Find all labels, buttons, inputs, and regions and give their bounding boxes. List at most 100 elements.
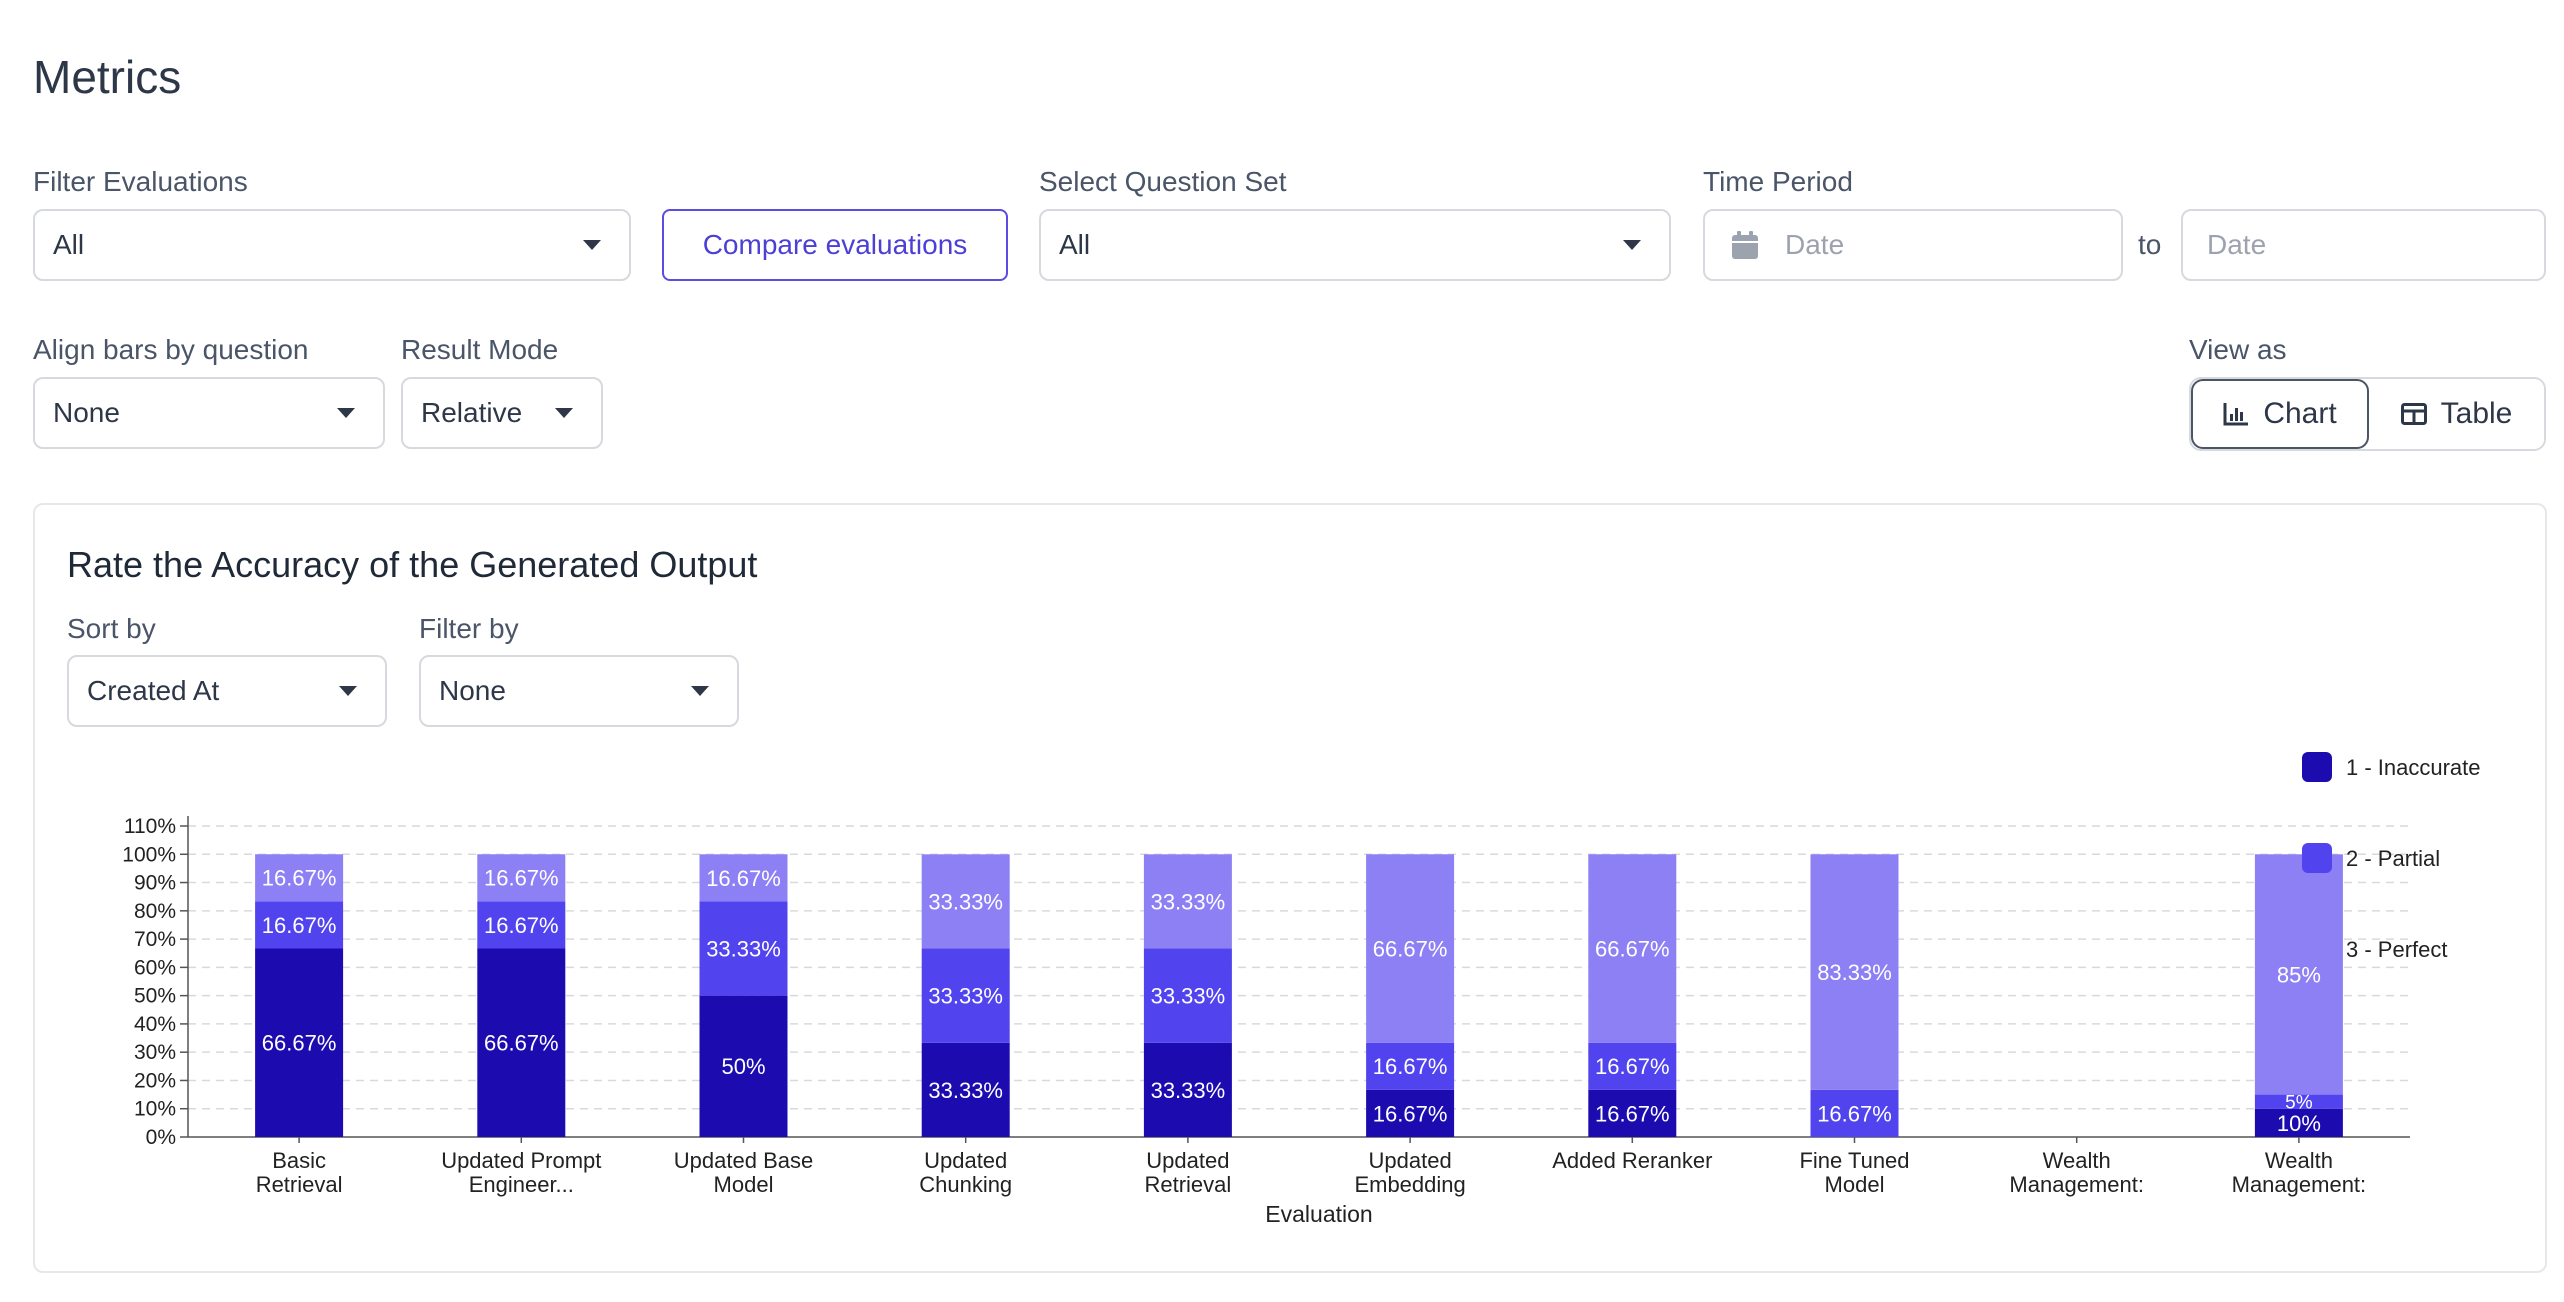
x-tick-label: Fine Tuned	[1799, 1148, 1909, 1173]
caret-down-icon	[337, 408, 355, 418]
bar-segment	[1810, 1089, 1899, 1137]
x-tick-label: Added Reranker	[1552, 1148, 1712, 1173]
filter-by-label: Filter by	[419, 613, 519, 644]
bar-segment	[1143, 854, 1232, 949]
bar-data-label: 16.67%	[1373, 1101, 1448, 1126]
x-tick-label: Wealth	[2043, 1148, 2111, 1173]
bar-data-label: 33.33%	[1151, 984, 1226, 1009]
caret-down-icon	[339, 686, 357, 696]
x-tick-label: Engineer...	[469, 1172, 574, 1197]
table-view-button[interactable]: Table	[2369, 379, 2544, 449]
question-set-label: Select Question Set	[1039, 166, 1287, 197]
x-tick-label: Management:	[2009, 1172, 2144, 1197]
bar-data-label: 33.33%	[1151, 1078, 1226, 1103]
bar-data-label: 33.33%	[1151, 889, 1226, 914]
x-tick-label: Updated	[924, 1148, 1007, 1173]
filter-evaluations-select[interactable]: All	[33, 209, 631, 281]
legend-swatch	[2302, 843, 2332, 873]
filter-by-select[interactable]: None	[419, 655, 739, 727]
x-tick-label: Chunking	[919, 1172, 1012, 1197]
bar-segment	[2254, 1108, 2343, 1137]
accuracy-chart-card	[33, 503, 2547, 1273]
bar-data-label: 83.33%	[1817, 960, 1892, 985]
bar-data-label: 16.67%	[1595, 1101, 1670, 1126]
view-as-toggle: Chart Table	[2189, 377, 2546, 451]
align-bars-label: Align bars by question	[33, 334, 309, 365]
legend-label: 3 - Perfect	[2346, 937, 2447, 962]
date-range-separator: to	[2138, 229, 2162, 260]
bar-segment	[699, 901, 788, 996]
x-tick-label: Updated	[1369, 1148, 1452, 1173]
bar-segment	[699, 854, 788, 902]
x-tick-label: Updated	[1146, 1148, 1229, 1173]
bar-segment	[921, 854, 1010, 949]
card-title: Rate the Accuracy of the Generated Outpu…	[67, 544, 758, 585]
filter-by-value: None	[439, 675, 506, 706]
legend-swatch	[2302, 934, 2332, 964]
x-tick-label: Wealth	[2265, 1148, 2333, 1173]
bar-data-label: 33.33%	[928, 984, 1003, 1009]
bar-data-label: 66.67%	[262, 1031, 337, 1056]
bar-data-label: 33.33%	[928, 889, 1003, 914]
filter-evaluations-value: All	[53, 229, 85, 260]
y-tick-label: 100%	[122, 843, 176, 866]
bar-segment	[699, 995, 788, 1137]
bar-segment	[255, 948, 344, 1137]
bar-data-label: 16.67%	[262, 913, 337, 938]
bar-data-label: 33.33%	[928, 1078, 1003, 1103]
table-icon	[2400, 403, 2427, 425]
bar-segment	[1143, 948, 1232, 1043]
x-tick-label: Updated Prompt	[441, 1148, 601, 1173]
bar-segment	[1366, 1089, 1455, 1137]
y-tick-label: 80%	[134, 900, 176, 923]
y-tick-label: 40%	[134, 1013, 176, 1036]
view-as-label: View as	[2189, 334, 2287, 365]
bar-data-label: 16.67%	[484, 866, 559, 891]
bar-segment	[255, 854, 344, 902]
sort-by-select[interactable]: Created At	[67, 655, 387, 727]
result-mode-value: Relative	[421, 397, 523, 428]
time-period-label: Time Period	[1703, 166, 1853, 197]
x-tick-label: Retrieval	[256, 1172, 343, 1197]
bar-data-label: 85%	[2277, 962, 2321, 987]
bar-data-label: 50%	[721, 1054, 765, 1079]
start-date-placeholder: Date	[1785, 229, 1845, 260]
bar-data-label: 16.67%	[262, 866, 337, 891]
start-date-input[interactable]: Date	[1703, 209, 2123, 281]
caret-down-icon	[583, 240, 601, 250]
y-tick-label: 20%	[134, 1069, 176, 1092]
bar-data-label: 66.67%	[1373, 936, 1448, 961]
y-tick-label: 30%	[134, 1041, 176, 1064]
result-mode-label: Result Mode	[401, 334, 559, 365]
bar-data-label: 10%	[2277, 1111, 2321, 1136]
bar-data-label: 5%	[2285, 1092, 2313, 1113]
result-mode-select[interactable]: Relative	[401, 377, 603, 449]
x-tick-label: Basic	[272, 1148, 326, 1173]
end-date-input[interactable]: Date	[2181, 209, 2546, 281]
x-tick-label: Management:	[2232, 1172, 2367, 1197]
bar-segment	[2254, 854, 2343, 1095]
bar-data-label: 16.67%	[484, 913, 559, 938]
bar-segment	[1810, 854, 1899, 1090]
caret-down-icon	[691, 686, 709, 696]
bar-data-label: 16.67%	[1817, 1101, 1892, 1126]
bar-segment	[477, 901, 566, 949]
y-tick-label: 110%	[124, 815, 176, 838]
align-bars-select[interactable]: None	[33, 377, 385, 449]
end-date-placeholder: Date	[2207, 229, 2267, 260]
question-set-select[interactable]: All	[1039, 209, 1671, 281]
legend-swatch	[2302, 752, 2332, 782]
compare-evaluations-button[interactable]: Compare evaluations	[662, 209, 1008, 281]
y-tick-label: 10%	[134, 1098, 176, 1121]
bar-data-label: 16.67%	[706, 866, 781, 891]
bar-segment	[1588, 1042, 1677, 1090]
y-tick-label: 0%	[146, 1126, 176, 1149]
caret-down-icon	[1623, 240, 1641, 250]
bar-data-label: 16.67%	[1373, 1054, 1448, 1079]
table-view-label: Table	[2440, 397, 2513, 430]
chart-view-button[interactable]: Chart	[2191, 379, 2369, 449]
y-tick-label: 70%	[134, 928, 176, 951]
bar-segment	[255, 901, 344, 949]
bar-segment	[477, 948, 566, 1137]
